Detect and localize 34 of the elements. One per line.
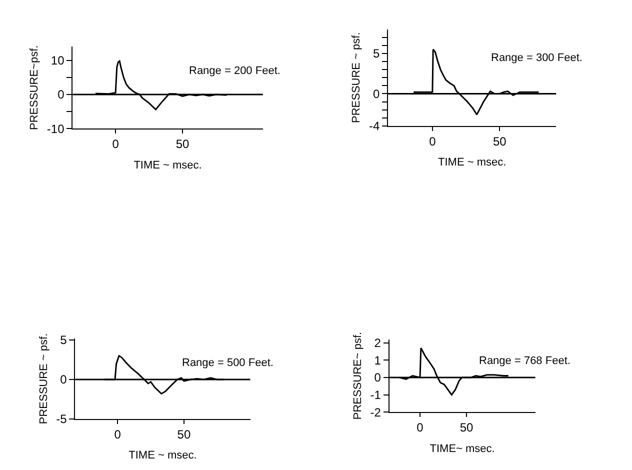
annotation: Range = 200 Feet. bbox=[189, 65, 280, 77]
x-tick-label: 0 bbox=[416, 420, 424, 435]
annotation: Range = 300 Feet. bbox=[491, 52, 582, 64]
x-tick-label: 50 bbox=[460, 420, 474, 435]
x-tick-label: 0 bbox=[429, 134, 436, 148]
y-tick-label: 10 bbox=[50, 54, 65, 68]
y-tick-label: 5 bbox=[60, 333, 68, 348]
x-axis-title: TIME ~ msec. bbox=[134, 159, 202, 172]
y-axis-title: PRESSURE ~ psf. bbox=[38, 333, 50, 424]
x-tick-label: 50 bbox=[493, 134, 507, 148]
annotation: Range = 768 Feet. bbox=[479, 355, 570, 367]
x-axis-title: TIME ~ msec. bbox=[128, 450, 197, 462]
y-tick-label: -1 bbox=[370, 388, 382, 402]
y-tick-label: -10 bbox=[46, 122, 65, 136]
y-tick-label: -2 bbox=[370, 405, 382, 420]
y-tick-label: -5 bbox=[56, 412, 68, 426]
y-tick-label: 1 bbox=[374, 353, 382, 368]
y-axis-title: PRESSURE ~ psf. bbox=[350, 32, 363, 123]
x-axis-title: TIME ~ msec. bbox=[438, 156, 506, 169]
y-tick-label: 0 bbox=[60, 372, 68, 387]
y-axis-title: PRESSURE~psf. bbox=[28, 45, 41, 130]
y-tick-label: 2 bbox=[374, 336, 382, 350]
annotation: Range = 500 Feet. bbox=[182, 357, 274, 369]
x-tick-label: 50 bbox=[176, 137, 190, 152]
y-tick-label: 5 bbox=[372, 46, 380, 61]
x-tick-label: 0 bbox=[112, 137, 120, 152]
y-tick-label: -4 bbox=[368, 119, 380, 134]
x-tick-label: 50 bbox=[177, 427, 191, 442]
y-tick-label: 0 bbox=[372, 86, 380, 101]
y-tick-label: 0 bbox=[374, 370, 382, 385]
y-tick-label: 0 bbox=[58, 88, 65, 102]
y-axis-title: PRESSURE~ psf. bbox=[352, 332, 364, 420]
x-tick-label: 0 bbox=[114, 427, 122, 442]
x-axis-title: TIME~ msec. bbox=[430, 442, 495, 455]
